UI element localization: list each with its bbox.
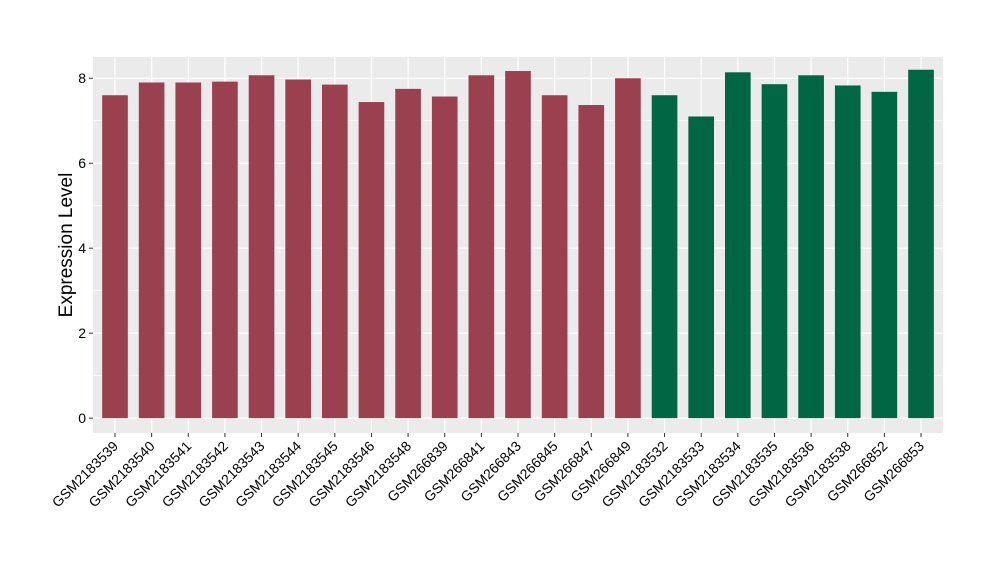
y-tick-label: 2 bbox=[78, 325, 86, 341]
bar-GSM266845 bbox=[541, 95, 568, 419]
y-axis-title: Expression Level bbox=[56, 173, 77, 318]
bar-GSM2183542 bbox=[212, 81, 238, 419]
y-axis: 0 2 4 6 8 bbox=[78, 70, 93, 426]
bar-GSM266841 bbox=[468, 75, 495, 419]
bar-GSM266843 bbox=[505, 71, 531, 419]
y-tick-label: 0 bbox=[78, 410, 86, 426]
bar-GSM266853 bbox=[908, 69, 934, 419]
bar-GSM2183540 bbox=[138, 82, 165, 419]
bar-GSM2183535 bbox=[761, 84, 788, 419]
bar-GSM2183534 bbox=[725, 72, 751, 419]
bar-GSM266839 bbox=[431, 96, 458, 419]
bar-GSM2183538 bbox=[834, 85, 861, 419]
bar-GSM2183545 bbox=[321, 84, 348, 419]
bar-GSM2183546 bbox=[358, 102, 385, 419]
bar-GSM266847 bbox=[578, 105, 605, 419]
bars bbox=[102, 69, 934, 419]
bar-GSM2183536 bbox=[798, 75, 824, 419]
bar-GSM266849 bbox=[615, 78, 641, 419]
x-axis: GSM2183539GSM2183540GSM2183541GSM2183542… bbox=[49, 433, 927, 510]
bar-GSM2183539 bbox=[102, 95, 128, 419]
bar-GSM2183533 bbox=[688, 116, 715, 419]
bar-GSM2183548 bbox=[395, 88, 421, 419]
y-tick-label: 8 bbox=[78, 70, 86, 86]
y-tick-label: 4 bbox=[78, 240, 86, 256]
bar-GSM2183532 bbox=[651, 95, 678, 419]
bar-GSM2183544 bbox=[285, 79, 311, 419]
y-tick-label: 6 bbox=[78, 155, 86, 171]
bar-GSM2183541 bbox=[175, 82, 202, 419]
bar-GSM2183543 bbox=[248, 75, 275, 419]
bar-GSM266852 bbox=[871, 91, 898, 419]
